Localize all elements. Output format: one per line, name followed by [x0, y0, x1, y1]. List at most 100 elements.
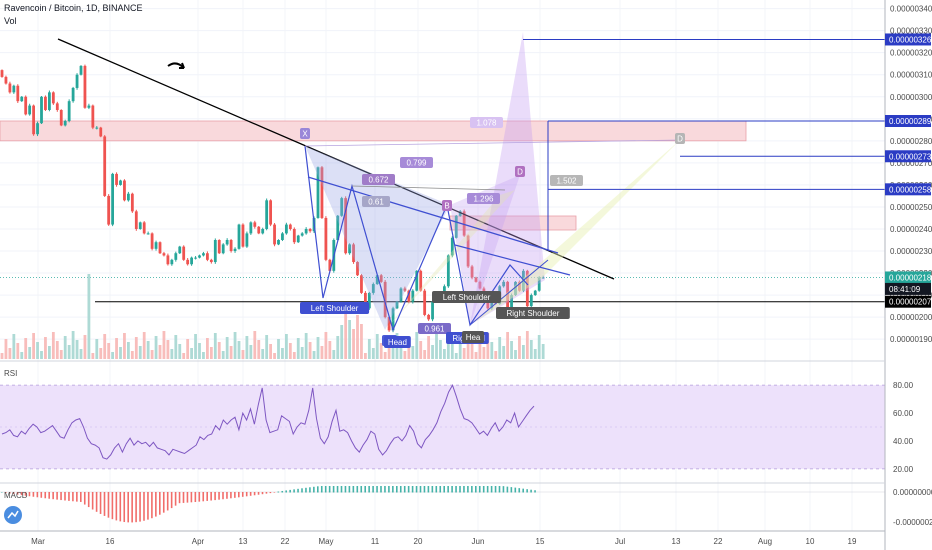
price-tick-label: 0.00000340	[890, 5, 932, 14]
candle-body	[4, 76, 8, 84]
volume-bar	[292, 352, 296, 359]
candle-body	[48, 92, 51, 110]
volume-bar	[379, 343, 383, 359]
macd-bar	[313, 486, 315, 493]
macd-bar	[332, 486, 335, 493]
macd-bar	[348, 486, 351, 493]
price-tag	[885, 295, 931, 308]
candle-body	[194, 257, 197, 259]
volume-bar	[134, 337, 138, 359]
time-tick-label: May	[318, 537, 333, 546]
candle-body	[399, 288, 403, 302]
volume-bar	[529, 340, 533, 359]
candle-body	[32, 105, 35, 135]
ratio-label: 1.296	[473, 195, 494, 204]
macd-bar	[407, 486, 410, 493]
price-tag	[885, 183, 931, 196]
volume-bar	[462, 348, 466, 359]
volume-bar	[229, 346, 233, 359]
time-tick-label: 16	[106, 537, 115, 546]
volume-bar	[320, 346, 324, 359]
logo-mark-icon	[7, 510, 19, 519]
xab-triangle	[305, 146, 450, 330]
rsi-pane	[0, 383, 885, 470]
price-tag-text: 0.00000258	[889, 185, 932, 194]
pattern-text-box	[496, 307, 570, 319]
candle-body	[150, 233, 154, 249]
candle-body	[443, 286, 446, 293]
volume-bar	[174, 335, 178, 359]
volume-bar	[541, 344, 545, 359]
price-tick-label: 0.00000270	[890, 159, 932, 168]
pattern-point-label: D	[517, 168, 523, 177]
candle-body	[237, 224, 241, 249]
pattern-text-box	[384, 336, 411, 348]
candle-body	[427, 314, 430, 320]
candle-body	[225, 240, 229, 245]
candle-body	[99, 127, 103, 137]
macd-bar	[530, 489, 532, 493]
volume-bar	[522, 345, 525, 359]
drawings[interactable]: XABDD0.7990.6720.611.2961.5021.0780.961L…	[57, 32, 885, 348]
candle-body	[261, 228, 265, 234]
candle-body	[541, 277, 545, 279]
volume-bar	[186, 339, 190, 359]
candle-body	[178, 246, 182, 254]
volume-bars	[0, 274, 545, 359]
candle-body	[40, 96, 43, 124]
macd-bar	[68, 492, 70, 501]
price-tag-text: 0.00000273	[889, 152, 932, 161]
macd-bar	[502, 486, 505, 493]
volume-bar	[103, 334, 107, 359]
candle-body	[107, 195, 111, 225]
candle-body	[134, 211, 138, 229]
macd-bar	[198, 492, 201, 502]
volume-bar	[348, 320, 351, 359]
volume-bar	[490, 342, 494, 359]
macd-bar	[12, 492, 15, 495]
macd-bar	[80, 492, 82, 502]
volume-bar	[439, 340, 442, 359]
candle-body	[123, 180, 126, 201]
macd-bar	[368, 486, 370, 493]
candle-body	[249, 222, 253, 234]
macd-bar	[372, 486, 374, 493]
volume-bar	[158, 345, 162, 359]
volume-bar	[502, 346, 506, 359]
volume-bar	[514, 350, 517, 359]
macd-bar	[423, 486, 426, 493]
macd-bar	[340, 486, 343, 493]
macd-bar	[206, 492, 208, 501]
macd-bar	[194, 492, 197, 503]
macd-bar	[159, 492, 161, 515]
macd-bar	[324, 486, 327, 493]
macd-bar	[170, 492, 173, 509]
macd-bar	[297, 488, 299, 493]
volume-bar	[332, 350, 336, 359]
macd-bar	[534, 490, 536, 493]
macd-bar	[467, 486, 469, 493]
candle-body	[529, 295, 533, 307]
macd-bar	[1, 492, 3, 493]
price-tick-label: 0.00000210	[890, 291, 932, 300]
volume-bar	[127, 342, 130, 359]
volume-bar	[146, 341, 150, 359]
volume-bar	[371, 348, 375, 359]
wedge-line	[454, 244, 571, 276]
pattern-point-label: B	[444, 202, 449, 211]
candle-body	[71, 87, 75, 102]
candle-body	[213, 240, 217, 263]
volume-bar	[59, 350, 63, 359]
macd-bar	[439, 486, 442, 493]
volume-bar	[257, 340, 261, 359]
volume-bar	[269, 344, 272, 359]
volume-bar	[407, 337, 411, 359]
bcd-triangle	[450, 175, 520, 325]
macd-bar	[123, 492, 126, 523]
candle-body	[44, 96, 47, 110]
candle-body	[383, 281, 387, 318]
candle-body	[431, 301, 434, 320]
candle-body	[525, 270, 529, 307]
